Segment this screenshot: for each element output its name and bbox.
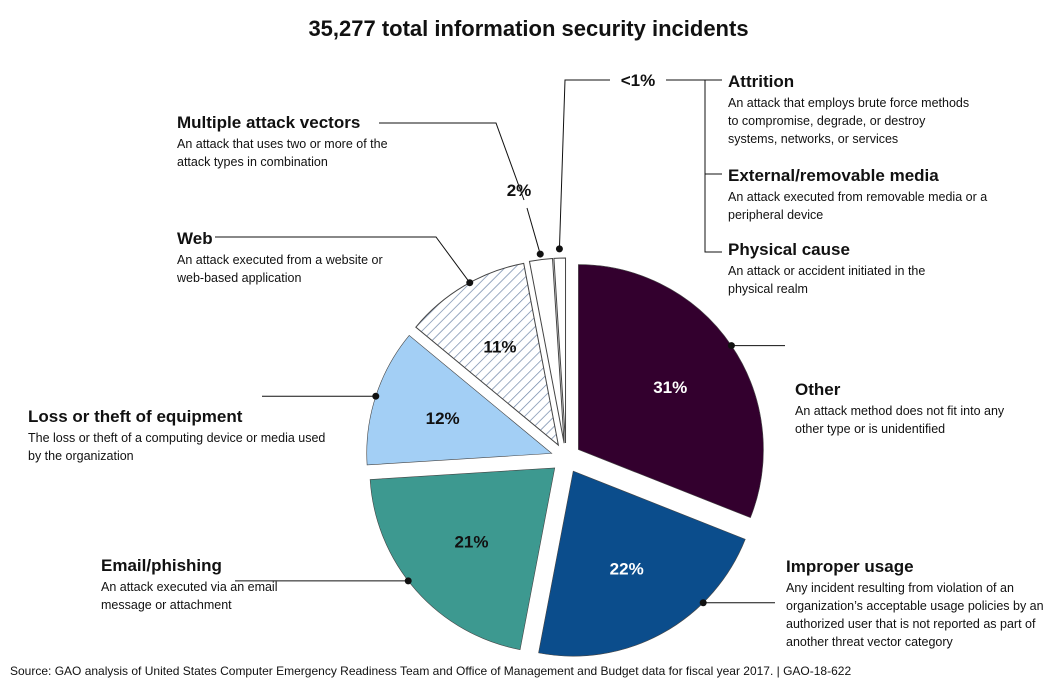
pct-label: 21% xyxy=(454,532,488,551)
category-name: Other xyxy=(795,380,841,399)
category-name: Multiple attack vectors xyxy=(177,113,361,132)
pct-label-multiple: 2% xyxy=(507,181,532,200)
label-attrition: Attrition An attack that employs brute f… xyxy=(728,72,1028,148)
pct-label: 12% xyxy=(426,409,460,428)
category-name: Web xyxy=(177,229,213,248)
slice-web xyxy=(415,262,560,447)
label-loss-or-theft: Loss or theft of equipment The loss or t… xyxy=(28,407,348,465)
category-name: Physical cause xyxy=(728,240,850,259)
category-description: An attack executed from removable media … xyxy=(728,190,988,222)
slice-email-phishing xyxy=(369,467,556,650)
chart-title: 35,277 total information security incide… xyxy=(308,16,749,41)
category-description: An attack method does not fit into any o… xyxy=(795,404,1005,436)
label-multiple-attack-vectors: Multiple attack vectors An attack that u… xyxy=(177,113,437,171)
category-name: External/removable media xyxy=(728,166,939,185)
bracket-small-group xyxy=(666,79,722,253)
pct-label: 11% xyxy=(483,337,516,356)
pct-label: 22% xyxy=(610,559,644,578)
category-description: An attack or accident initiated in the p… xyxy=(728,264,926,296)
slice-attrition-external-removable-media-physical-cause xyxy=(553,257,567,444)
category-description: An attack executed from a website or web… xyxy=(177,253,383,285)
label-other: Other An attack method does not fit into… xyxy=(795,380,1025,438)
leader-web xyxy=(215,236,471,283)
pct-label-small-group: <1% xyxy=(621,71,656,90)
leader-small-group xyxy=(558,79,610,249)
category-name: Loss or theft of equipment xyxy=(28,407,243,426)
label-web: Web An attack executed from a website or… xyxy=(177,229,417,287)
pct-label: 31% xyxy=(653,378,687,397)
slice-improper-usage xyxy=(538,470,746,657)
label-external-removable-media: External/removable media An attack execu… xyxy=(728,166,1028,224)
category-name: Improper usage xyxy=(786,557,914,576)
category-description: An attack that uses two or more of the a… xyxy=(177,137,388,169)
category-description: Any incident resulting from violation of… xyxy=(786,581,1044,649)
category-description: An attack executed via an email message … xyxy=(101,580,278,612)
slice-multiple-attack-vectors xyxy=(528,257,565,444)
leader-multiple-bottom xyxy=(526,207,541,255)
category-description: The loss or theft of a computing device … xyxy=(28,431,326,463)
category-description: An attack that employs brute force metho… xyxy=(728,96,970,146)
leader-multiple-top xyxy=(379,122,525,201)
category-name: Attrition xyxy=(728,72,795,91)
label-improper-usage: Improper usage Any incident resulting fr… xyxy=(786,557,1056,651)
source-note: Source: GAO analysis of United States Co… xyxy=(10,664,852,678)
label-email-phishing: Email/phishing An attack executed via an… xyxy=(101,556,321,614)
label-physical-cause: Physical cause An attack or accident ini… xyxy=(728,240,1028,298)
category-name: Email/phishing xyxy=(101,556,222,575)
